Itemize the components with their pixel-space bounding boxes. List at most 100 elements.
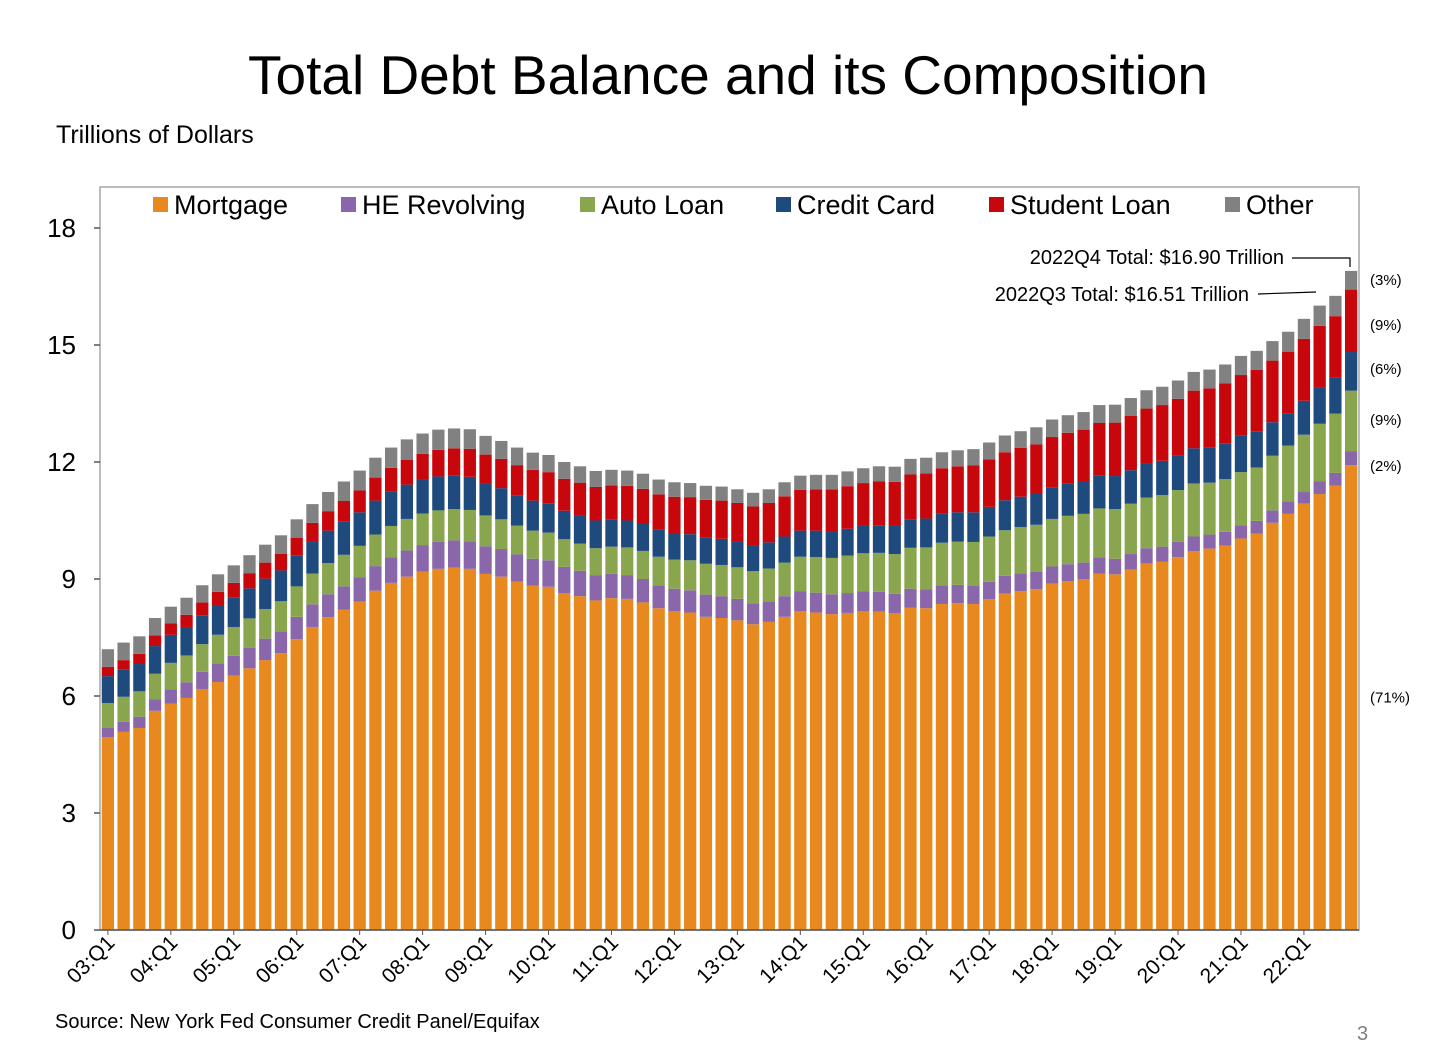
bar-segment-mortgage bbox=[809, 612, 823, 930]
bar-segment-auto-loan bbox=[148, 673, 162, 700]
bar-segment-mortgage bbox=[636, 602, 650, 930]
bar-segment-student-loan bbox=[211, 591, 225, 606]
bar-segment-student-loan bbox=[243, 573, 256, 589]
bar-segment-student-loan bbox=[1156, 405, 1169, 461]
x-tick-label: 08:Q1 bbox=[377, 931, 434, 988]
bar-segment-auto-loan bbox=[825, 557, 838, 595]
bar-segment-he-revolving bbox=[1187, 536, 1200, 552]
bar-segment-mortgage bbox=[353, 601, 366, 930]
bar-segment-student-loan bbox=[353, 490, 366, 513]
bar-segment-auto-loan bbox=[841, 555, 854, 594]
bar-segment-auto-loan bbox=[684, 560, 697, 591]
bar-segment-he-revolving bbox=[1045, 566, 1059, 584]
bar-segment-credit-card bbox=[1250, 431, 1263, 468]
bar-segment-auto-loan bbox=[872, 552, 886, 592]
bar-segment-auto-loan bbox=[573, 543, 587, 571]
bar-segment-student-loan bbox=[180, 614, 193, 627]
bar-segment-he-revolving bbox=[715, 596, 728, 618]
bar-segment-auto-loan bbox=[227, 626, 240, 656]
bar-segment-mortgage bbox=[1045, 583, 1059, 930]
bar-segment-other bbox=[558, 462, 571, 479]
bar-segment-other bbox=[841, 471, 854, 487]
bar-segment-other bbox=[306, 504, 319, 523]
bar-segment-student-loan bbox=[794, 489, 807, 531]
bar-segment-mortgage bbox=[1061, 581, 1074, 930]
bar-segment-other bbox=[117, 642, 130, 661]
bar-segment-credit-card bbox=[1329, 377, 1342, 414]
bar-segment-student-loan bbox=[825, 489, 838, 532]
bar-segment-he-revolving bbox=[809, 592, 823, 613]
bar-segment-credit-card bbox=[762, 542, 775, 569]
bar-segment-he-revolving bbox=[589, 575, 602, 601]
bar-segment-mortgage bbox=[306, 626, 319, 930]
bar-segment-student-loan bbox=[573, 482, 587, 516]
share-label-mortgage: (71%) bbox=[1370, 690, 1410, 707]
bar-segment-student-loan bbox=[872, 481, 886, 526]
x-tick-label: 16:Q1 bbox=[881, 931, 938, 988]
bar-segment-he-revolving bbox=[1030, 571, 1043, 590]
bar-segment-credit-card bbox=[259, 578, 272, 610]
bar-segment-mortgage bbox=[621, 598, 634, 930]
bar-segment-auto-loan bbox=[636, 550, 650, 579]
bar-segment-he-revolving bbox=[746, 603, 760, 625]
bar-segment-mortgage bbox=[1030, 589, 1043, 930]
bar-segment-other bbox=[825, 474, 838, 490]
bar-segment-mortgage bbox=[133, 727, 146, 930]
bar-segment-student-loan bbox=[1266, 360, 1279, 423]
bar-segment-other bbox=[636, 473, 650, 489]
bar-segment-he-revolving bbox=[1140, 548, 1153, 564]
bar-segment-student-loan bbox=[762, 502, 775, 543]
bar-segment-other bbox=[1030, 427, 1043, 445]
share-label-auto-loan: (9%) bbox=[1370, 412, 1402, 429]
bar-segment-he-revolving bbox=[605, 573, 618, 599]
bar-segment-he-revolving bbox=[542, 560, 555, 587]
bar-segment-credit-card bbox=[983, 506, 996, 537]
bar-segment-credit-card bbox=[164, 634, 177, 663]
bar-segment-he-revolving bbox=[1344, 451, 1358, 466]
bar-segment-auto-loan bbox=[1077, 513, 1090, 563]
bar-segment-he-revolving bbox=[322, 594, 335, 618]
bar-segment-mortgage bbox=[652, 608, 665, 930]
bar-segment-auto-loan bbox=[117, 696, 130, 722]
bar-segment-auto-loan bbox=[794, 556, 807, 592]
bar-segment-mortgage bbox=[731, 620, 744, 930]
bar-segment-he-revolving bbox=[1203, 534, 1216, 549]
bar-segment-auto-loan bbox=[998, 530, 1012, 576]
legend-swatch-auto-loan bbox=[580, 197, 595, 212]
bar-segment-he-revolving bbox=[731, 598, 744, 621]
bar-segment-he-revolving bbox=[1234, 525, 1248, 539]
bar-segment-student-loan bbox=[1140, 408, 1153, 464]
x-tick-label: 17:Q1 bbox=[944, 931, 1001, 988]
y-tick-label: 9 bbox=[62, 564, 76, 594]
bar-segment-auto-loan bbox=[495, 519, 508, 549]
bar-segment-other bbox=[1250, 350, 1263, 370]
y-axis: 0 3 6 9 12 15 18 bbox=[47, 213, 100, 945]
bar-segment-auto-loan bbox=[589, 548, 602, 576]
bar-segment-credit-card bbox=[400, 484, 414, 519]
bar-segment-other bbox=[290, 519, 303, 538]
legend-swatch-other bbox=[1225, 197, 1240, 212]
bar-segment-credit-card bbox=[101, 676, 115, 704]
bar-segment-mortgage bbox=[1313, 493, 1326, 930]
bar-segment-auto-loan bbox=[1124, 503, 1137, 555]
bar-segment-he-revolving bbox=[353, 577, 366, 602]
bar-segment-mortgage bbox=[920, 608, 933, 930]
bar-segment-auto-loan bbox=[526, 530, 539, 559]
bar-segment-other bbox=[1297, 318, 1311, 339]
bar-segment-credit-card bbox=[306, 541, 319, 574]
bar-segment-mortgage bbox=[369, 590, 382, 930]
bar-segment-student-loan bbox=[133, 653, 146, 665]
legend-label-credit-card: Credit Card bbox=[797, 190, 935, 220]
bar-segment-other bbox=[809, 474, 823, 490]
bar-segment-student-loan bbox=[778, 496, 791, 537]
bar-segment-he-revolving bbox=[1108, 558, 1122, 575]
legend-swatch-credit-card bbox=[776, 197, 791, 212]
bar-segment-student-loan bbox=[196, 602, 209, 616]
bar-segment-student-loan bbox=[652, 494, 665, 530]
bar-segment-student-loan bbox=[715, 500, 728, 539]
bar-segment-student-loan bbox=[369, 477, 382, 501]
bar-segment-auto-loan bbox=[1297, 434, 1311, 492]
bars-layer bbox=[101, 270, 1358, 930]
bar-segment-mortgage bbox=[322, 617, 335, 930]
bar-segment-he-revolving bbox=[510, 554, 524, 582]
